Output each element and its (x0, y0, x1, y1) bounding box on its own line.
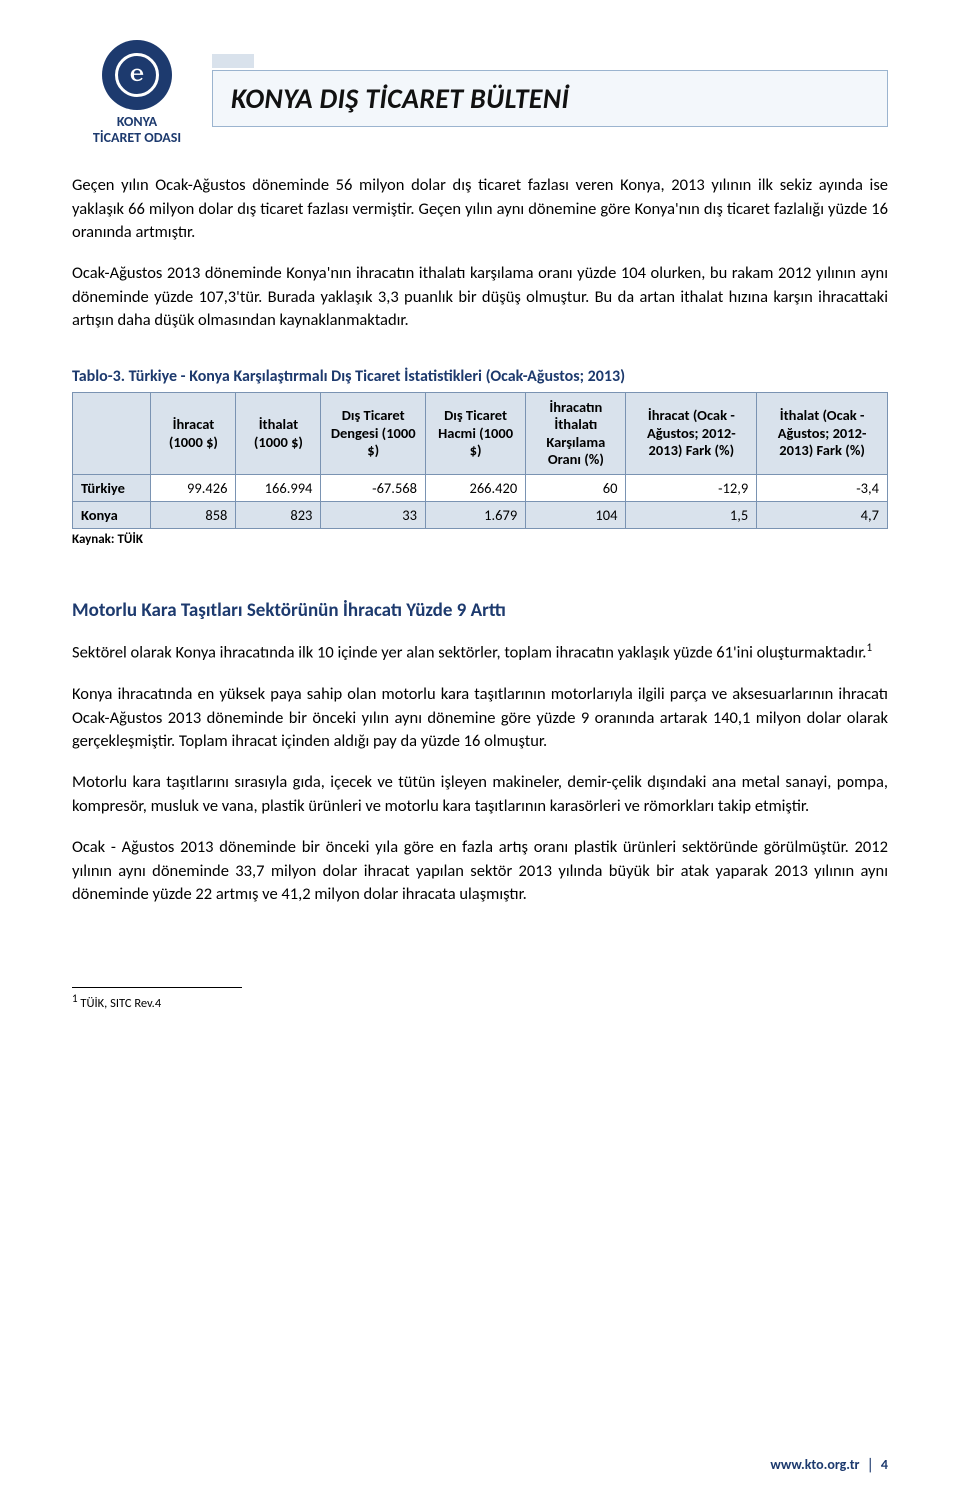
cell: 99.426 (151, 475, 236, 502)
footnote-text: TÜİK, SITC Rev.4 (78, 996, 162, 1011)
col-blank (73, 392, 151, 475)
cell: 1.679 (426, 502, 526, 529)
col-ith-fark: İthalat (Ocak - Ağustos; 2012-2013) Fark… (757, 392, 888, 475)
col-denge: Dış Ticaret Dengesi (1000 $) (321, 392, 426, 475)
cell: 104 (526, 502, 626, 529)
page-header: ℮ KONYA TİCARET ODASI KONYA DIŞ TİCARET … (72, 40, 888, 146)
cell: 266.420 (426, 475, 526, 502)
cell: 4,7 (757, 502, 888, 529)
footer-separator-icon: │ (867, 1456, 874, 1473)
cell: 823 (236, 502, 321, 529)
table-row: Türkiye 99.426 166.994 -67.568 266.420 6… (73, 475, 888, 502)
col-oran: İhracatın İthalatı Karşılama Oranı (%) (526, 392, 626, 475)
logo-circle-icon: ℮ (102, 40, 172, 110)
cell: 858 (151, 502, 236, 529)
col-ihracat: İhracat (1000 $) (151, 392, 236, 475)
table-row: Konya 858 823 33 1.679 104 1,5 4,7 (73, 502, 888, 529)
section-heading: Motorlu Kara Taşıtları Sektörünün İhraca… (72, 599, 888, 622)
section-p2: Konya ihracatında en yüksek paya sahip o… (72, 683, 888, 753)
cell: 33 (321, 502, 426, 529)
col-hacim: Dış Ticaret Hacmi (1000 $) (426, 392, 526, 475)
paragraph-2: Ocak-Ağustos 2013 döneminde Konya'nın ih… (72, 262, 888, 332)
footnote-rule (72, 987, 242, 988)
paragraph-1: Geçen yılın Ocak-Ağustos döneminde 56 mi… (72, 174, 888, 244)
section-p1-text: Sektörel olarak Konya ihracatında ilk 10… (72, 643, 866, 663)
cell: -12,9 (626, 475, 757, 502)
cell: 1,5 (626, 502, 757, 529)
cell: -3,4 (757, 475, 888, 502)
comparison-table: İhracat (1000 $) İthalat (1000 $) Dış Ti… (72, 392, 888, 530)
footnote-1: 1 TÜİK, SITC Rev.4 (72, 992, 888, 1011)
section-p3: Motorlu kara taşıtlarını sırasıyla gıda,… (72, 771, 888, 818)
title-tab-stub (212, 54, 254, 68)
logo-inner-icon: ℮ (115, 53, 159, 97)
cell: 60 (526, 475, 626, 502)
col-ithalat: İthalat (1000 $) (236, 392, 321, 475)
section-p1: Sektörel olarak Konya ihracatında ilk 10… (72, 640, 888, 665)
logo-text-line2: TİCARET ODASI (93, 130, 181, 146)
cell: 166.994 (236, 475, 321, 502)
section-p4: Ocak - Ağustos 2013 döneminde bir önceki… (72, 836, 888, 906)
footer-page-number: 4 (881, 1456, 888, 1473)
logo-text-line1: KONYA (117, 114, 157, 130)
page-footer: www.kto.org.tr │ 4 (770, 1456, 888, 1473)
page-title: KONYA DIŞ TİCARET BÜLTENİ (212, 70, 888, 127)
table-caption: Tablo-3. Türkiye - Konya Karşılaştırmalı… (72, 367, 888, 386)
footnote-ref-1: 1 (866, 641, 872, 654)
footer-url: www.kto.org.tr (770, 1456, 859, 1473)
row-label-turkiye: Türkiye (73, 475, 151, 502)
table-source: Kaynak: TÜİK (72, 532, 888, 547)
logo: ℮ KONYA TİCARET ODASI (72, 40, 202, 146)
col-ihr-fark: İhracat (Ocak - Ağustos; 2012-2013) Fark… (626, 392, 757, 475)
title-bar: KONYA DIŞ TİCARET BÜLTENİ (212, 54, 888, 127)
row-label-konya: Konya (73, 502, 151, 529)
cell: -67.568 (321, 475, 426, 502)
